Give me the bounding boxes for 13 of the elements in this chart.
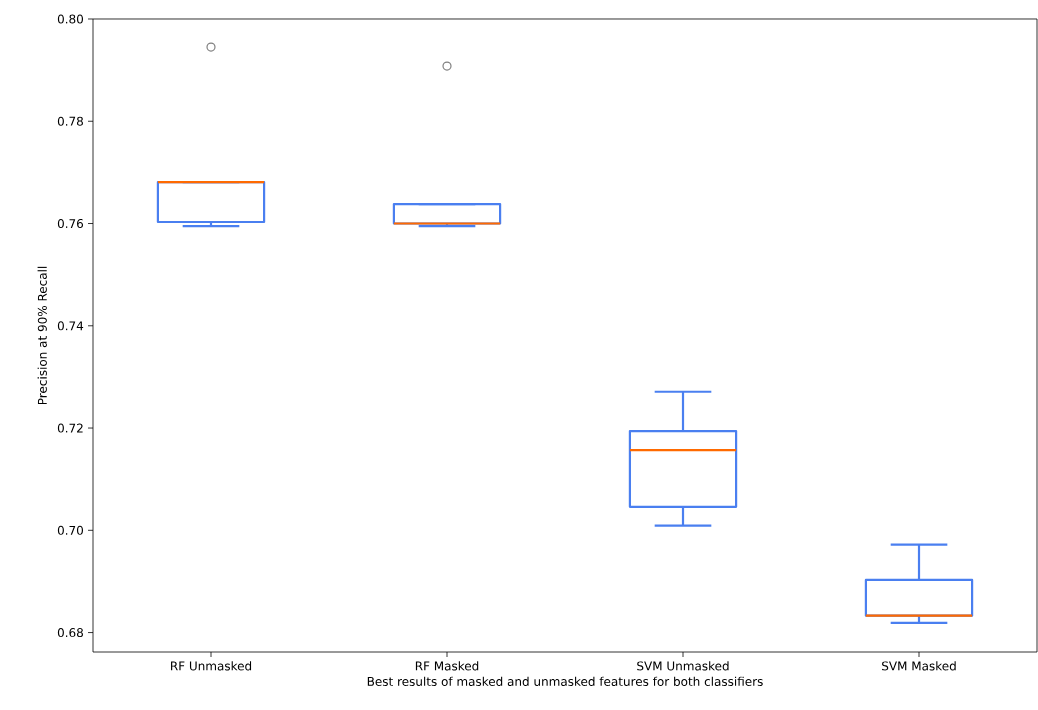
y-tick-label: 0.70 [57,525,84,535]
y-tick-label: 0.68 [57,628,83,638]
x-tick-label: SVM Masked [882,661,956,671]
y-tick-label: 0.78 [57,116,83,126]
x-tick-label: SVM Unmasked [637,661,729,671]
y-axis-title: Precision at 90% Recall [37,266,47,405]
x-axis-title: Best results of masked and unmasked features for both classifiers [367,676,763,686]
y-tick-label: 0.72 [57,423,83,433]
x-tick-label: RF Unmasked [171,661,252,671]
y-tick-label: 0.80 [57,14,84,24]
x-tick-label: RF Masked [415,661,479,671]
y-tick-label: 0.74 [57,321,84,331]
y-tick-label: 0.76 [57,218,84,229]
